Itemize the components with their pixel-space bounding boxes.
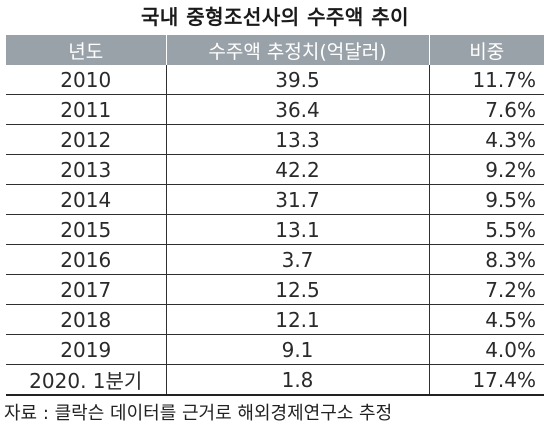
share-cell: 11.7%: [428, 65, 544, 95]
table-row: 2020. 1분기 1.8 17.4%: [6, 364, 544, 396]
table-title: 국내 중형조선사의 수주액 추이: [140, 5, 410, 29]
year-cell: 2010: [6, 65, 166, 95]
table-row: 2011 36.4 7.6%: [6, 94, 544, 125]
header-amount: 수주액 추정치(억달러): [165, 35, 430, 65]
year-cell: 2017: [6, 274, 166, 305]
year-cell: 2015: [6, 214, 166, 245]
year-cell: 2016: [6, 244, 166, 275]
year-cell: 2012: [6, 124, 166, 155]
table-row: 2016 3.7 8.3%: [6, 244, 544, 275]
amount-cell: 13.3: [165, 124, 429, 155]
year-cell: 2011: [6, 94, 166, 125]
year-cell: 2018: [6, 304, 166, 335]
year-cell: 2019: [6, 334, 166, 365]
share-cell: 17.4%: [428, 364, 544, 396]
share-cell: 9.5%: [428, 184, 544, 215]
amount-cell: 12.5: [165, 274, 429, 305]
table-row: 2017 12.5 7.2%: [6, 274, 544, 305]
year-cell: 2014: [6, 184, 166, 215]
amount-cell: 1.8: [165, 364, 429, 396]
table-row: 2013 42.2 9.2%: [6, 154, 544, 185]
share-cell: 4.0%: [428, 334, 544, 365]
share-cell: 8.3%: [428, 244, 544, 275]
table-row: 2010 39.5 11.7%: [6, 65, 544, 95]
table-row: 2019 9.1 4.0%: [6, 334, 544, 365]
share-cell: 5.5%: [428, 214, 544, 245]
amount-cell: 12.1: [165, 304, 429, 335]
table-row: 2015 13.1 5.5%: [6, 214, 544, 245]
table-row: 2018 12.1 4.5%: [6, 304, 544, 335]
share-cell: 7.2%: [428, 274, 544, 305]
share-cell: 9.2%: [428, 154, 544, 185]
amount-cell: 31.7: [165, 184, 429, 215]
share-cell: 4.5%: [428, 304, 544, 335]
amount-cell: 39.5: [165, 65, 429, 95]
amount-cell: 13.1: [165, 214, 429, 245]
amount-cell: 42.2: [165, 154, 429, 185]
header-row: 년도 수주액 추정치(억달러) 비중: [6, 35, 544, 65]
header-share: 비중: [428, 35, 544, 65]
amount-cell: 3.7: [165, 244, 429, 275]
year-cell: 2020. 1분기: [6, 364, 166, 396]
share-cell: 4.3%: [428, 124, 544, 155]
share-cell: 7.6%: [428, 94, 544, 125]
data-table: 년도 수주액 추정치(억달러) 비중 2010 39.5 11.7% 2011 …: [6, 35, 544, 396]
amount-cell: 9.1: [165, 334, 429, 365]
source-note: 자료 : 클락슨 데이터를 근거로 해외경제연구소 추정: [4, 403, 393, 424]
header-year: 년도: [6, 35, 167, 65]
year-cell: 2013: [6, 154, 166, 185]
table-row: 2012 13.3 4.3%: [6, 124, 544, 155]
amount-cell: 36.4: [165, 94, 429, 125]
table-row: 2014 31.7 9.5%: [6, 184, 544, 215]
